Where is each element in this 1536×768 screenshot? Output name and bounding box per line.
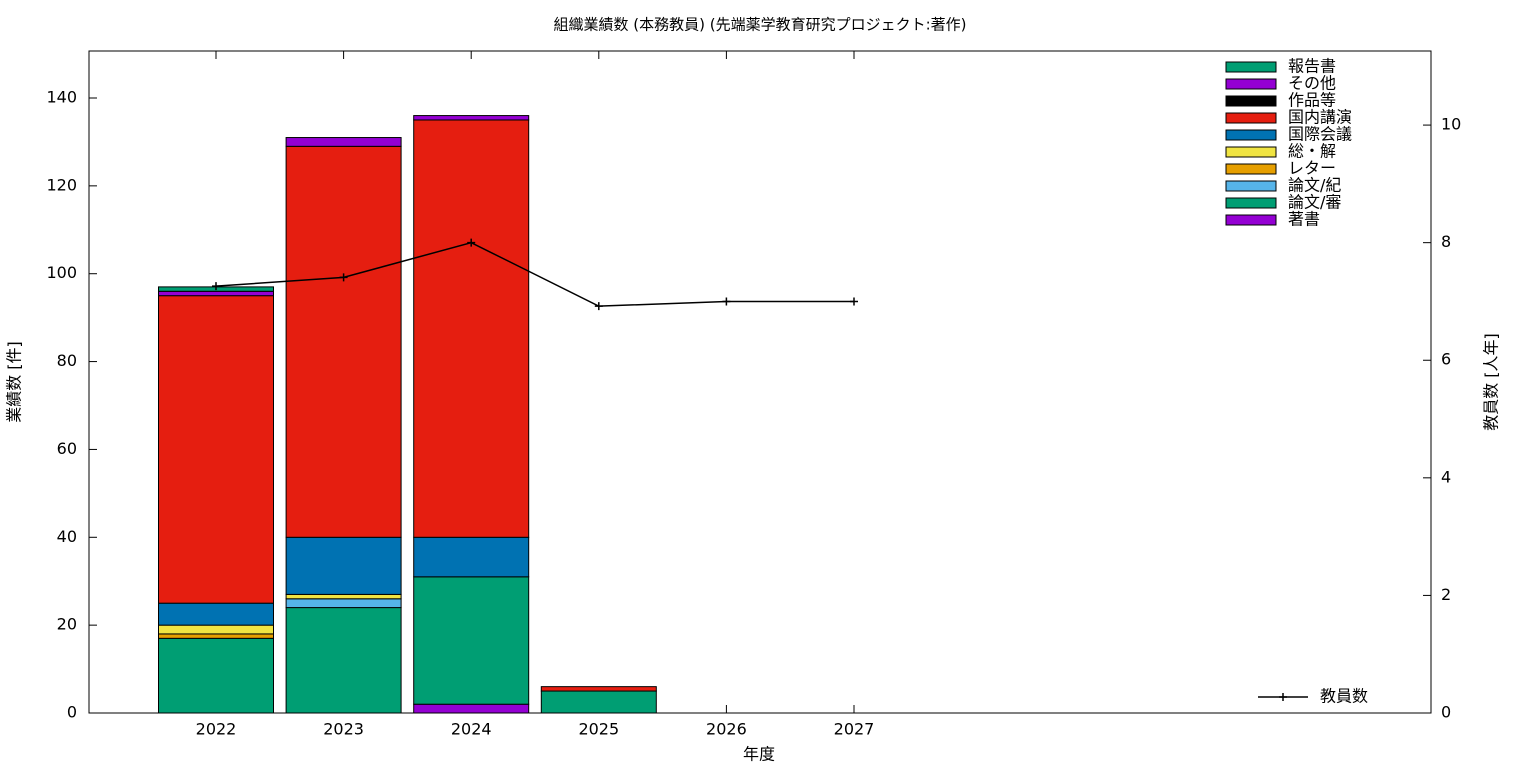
legend-swatch	[1225, 61, 1277, 73]
bar-segment	[158, 295, 274, 604]
bar-segment	[158, 633, 274, 639]
bar-segment	[285, 145, 402, 538]
bar-segment	[285, 137, 402, 147]
y-tick-label: 80	[57, 351, 77, 370]
y2-tick-label: 0	[1441, 703, 1451, 722]
legend-label: 報告書	[1288, 57, 1336, 76]
legend-swatch	[1225, 112, 1277, 124]
bar-segment	[413, 536, 530, 578]
x-tick-label: 2026	[706, 720, 747, 739]
y2-tick-label: 2	[1441, 585, 1451, 604]
y-tick-label: 120	[46, 175, 77, 194]
bar-segment	[540, 690, 657, 714]
legend-swatch	[1225, 180, 1277, 192]
line-point	[339, 273, 348, 282]
bar-segment	[540, 686, 657, 692]
legend-label: 教員数	[1320, 687, 1368, 706]
bar-segment	[413, 119, 530, 538]
line-point	[594, 302, 603, 311]
legend-label: 国際会議	[1288, 125, 1352, 144]
y-tick-label: 0	[67, 703, 77, 722]
legend-swatch	[1225, 78, 1277, 90]
bar-segment	[413, 703, 530, 714]
bar-segment	[285, 536, 402, 595]
y-tick-label: 60	[57, 439, 77, 458]
bar-segment	[285, 598, 402, 609]
legend-label: 作品等	[1288, 91, 1336, 110]
legend-label: 国内講演	[1288, 108, 1352, 127]
bar-segment	[413, 115, 530, 121]
legend-label: 総・解	[1288, 142, 1336, 161]
x-tick-label: 2027	[834, 720, 875, 739]
plot-frame	[88, 50, 1432, 714]
legend-label: 著書	[1288, 210, 1320, 229]
line-point	[850, 297, 858, 306]
y2-axis-label: 教員数 [人年]	[1482, 333, 1501, 431]
bar-segment	[158, 637, 274, 714]
line	[215, 241, 854, 307]
y2-tick-label: 8	[1441, 232, 1451, 251]
legend-swatch	[1225, 129, 1277, 141]
legend-swatch	[1225, 163, 1277, 175]
legend-label: 論文/紀	[1288, 176, 1341, 195]
line-point	[722, 297, 731, 306]
legend-swatch	[1225, 146, 1277, 158]
chart-title: 組織業績数 (本務教員) (先端薬学教育研究プロジェクト:著作)	[553, 16, 966, 34]
legend-point	[1279, 693, 1287, 701]
bar-segment	[285, 607, 402, 714]
bar-segment	[158, 624, 274, 635]
x-tick-label: 2023	[323, 720, 364, 739]
x-axis-label: 年度	[743, 745, 775, 764]
y-tick-label: 40	[57, 527, 77, 546]
y2-tick-label: 6	[1441, 350, 1451, 369]
legend-swatch	[1225, 95, 1277, 107]
bar-segment	[158, 602, 274, 626]
legend-swatch	[1225, 214, 1277, 226]
bar-segment	[285, 593, 402, 600]
y2-tick-label: 4	[1441, 467, 1451, 486]
legend-label: レター	[1288, 159, 1336, 178]
x-tick-label: 2022	[196, 720, 237, 739]
line-point	[467, 238, 476, 247]
x-tick-label: 2024	[451, 720, 492, 739]
y-tick-label: 20	[57, 615, 77, 634]
legend-label: その他	[1288, 74, 1336, 93]
y2-tick-label: 10	[1441, 115, 1461, 134]
x-tick-label: 2025	[578, 720, 619, 739]
bar-segment	[413, 576, 530, 705]
legend-label: 論文/審	[1288, 193, 1341, 212]
y-tick-label: 140	[46, 88, 77, 107]
y-tick-label: 100	[46, 263, 77, 282]
y-axis-label: 業績数 [件]	[5, 341, 24, 423]
legend-swatch	[1225, 197, 1277, 209]
bar-segment	[158, 290, 274, 297]
line-point	[212, 282, 220, 291]
